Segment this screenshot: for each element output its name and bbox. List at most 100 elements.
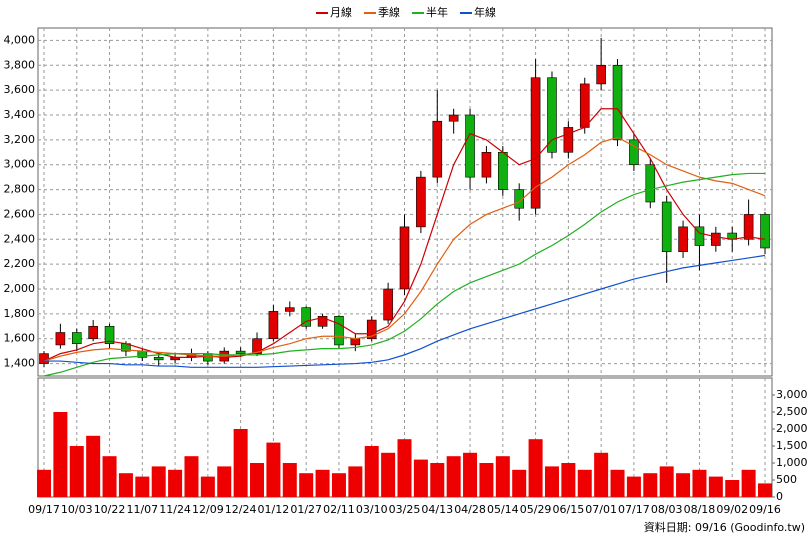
volume-bar xyxy=(315,469,330,497)
x-tick-label: 03/25 xyxy=(389,503,421,516)
candle-body xyxy=(88,325,98,340)
candle-body xyxy=(448,114,459,122)
ma-line xyxy=(44,254,766,368)
x-tick-label: 08/18 xyxy=(684,503,716,516)
volume-tick-label: 1,500 xyxy=(776,439,808,452)
candle-body xyxy=(268,311,279,340)
candle-body xyxy=(416,176,426,228)
y-tick-label: 1,800 xyxy=(4,307,36,320)
volume-bar xyxy=(430,463,445,497)
volume-bar xyxy=(594,452,609,497)
candle-body xyxy=(71,332,82,344)
candle-body xyxy=(39,353,49,364)
candle-body xyxy=(252,338,262,354)
volume-bar xyxy=(626,476,641,497)
volume-bar xyxy=(217,466,232,497)
volume-bar xyxy=(397,439,412,497)
candle-body xyxy=(399,226,410,290)
volume-bar xyxy=(741,469,756,497)
legend-label: 年線 xyxy=(474,5,496,19)
y-tick-label: 2,600 xyxy=(4,207,36,220)
volume-bar xyxy=(758,483,772,497)
candle-body xyxy=(530,77,541,209)
candle-body xyxy=(645,164,656,203)
x-tick-label: 12/24 xyxy=(225,503,257,516)
volume-bar xyxy=(151,466,166,497)
volume-tick-label: 2,500 xyxy=(776,405,808,418)
candle-body xyxy=(612,64,623,141)
x-tick-label: 01/27 xyxy=(290,503,322,516)
candle-body xyxy=(563,127,574,153)
volume-bar xyxy=(331,473,346,497)
legend-label: 季線 xyxy=(378,5,400,19)
volume-bar xyxy=(118,473,133,497)
footer: 資料日期: 09/16 (Goodinfo.tw) xyxy=(644,520,805,534)
volume-tick-label: 500 xyxy=(776,473,797,486)
y-tick-label: 4,000 xyxy=(4,33,36,46)
y-tick-label: 3,600 xyxy=(4,83,36,96)
candle-body xyxy=(629,139,639,166)
x-tick-label: 11/24 xyxy=(159,503,191,516)
candle-body xyxy=(55,332,66,346)
candle-body xyxy=(350,338,361,346)
candle-body xyxy=(317,316,328,327)
volume-tick-label: 1,000 xyxy=(776,456,808,469)
volume-tick-label: 0 xyxy=(776,490,783,503)
candle-body xyxy=(203,353,213,362)
volume-bar xyxy=(299,473,314,497)
x-tick-label: 04/13 xyxy=(421,503,453,516)
x-tick-label: 05/29 xyxy=(520,503,552,516)
volume-bar xyxy=(643,473,658,497)
volume-bar xyxy=(135,476,150,497)
volume-bar xyxy=(282,463,297,497)
volume-bar xyxy=(676,473,691,497)
x-tick-label: 11/07 xyxy=(126,503,158,516)
volume-bar xyxy=(446,456,461,497)
y-tick-label: 3,000 xyxy=(4,158,36,171)
x-tick-label: 01/12 xyxy=(258,503,290,516)
x-tick-label: 09/17 xyxy=(28,503,60,516)
y-tick-label: 2,800 xyxy=(4,183,36,196)
volume-bar xyxy=(168,469,183,497)
candle-body xyxy=(465,114,475,178)
volume-bar xyxy=(184,456,199,497)
volume-bar xyxy=(200,476,215,497)
x-tick-label: 04/28 xyxy=(454,503,486,516)
candle-body xyxy=(661,201,672,253)
volume-bar xyxy=(659,466,674,497)
candle-body xyxy=(743,214,754,240)
volume-bar xyxy=(512,469,527,497)
volume-tick-label: 3,000 xyxy=(776,388,808,401)
volume-bar xyxy=(463,452,478,497)
volume-bar xyxy=(495,456,510,497)
ma-line xyxy=(43,172,765,377)
x-tick-label: 06/15 xyxy=(553,503,585,516)
y-tick-label: 2,200 xyxy=(4,257,36,270)
volume-bar xyxy=(692,469,707,497)
legend-label: 月線 xyxy=(330,5,352,19)
volume-bar xyxy=(86,435,101,497)
x-tick-label: 09/16 xyxy=(749,503,781,516)
x-tick-label: 05/14 xyxy=(487,503,519,516)
legend-label: 半年 xyxy=(426,5,448,19)
volume-bar xyxy=(348,466,363,497)
volume-bar xyxy=(544,466,559,497)
candle-body xyxy=(596,64,606,85)
volume-bar xyxy=(561,463,576,497)
candle-body xyxy=(153,357,164,361)
candle-body xyxy=(498,151,508,190)
volume-bar xyxy=(233,429,248,497)
volume-bar xyxy=(725,480,740,497)
candle-body xyxy=(579,83,590,128)
candle-body xyxy=(711,232,721,246)
x-tick-label: 09/02 xyxy=(716,503,748,516)
x-tick-label: 08/03 xyxy=(651,503,683,516)
candle-body xyxy=(481,151,492,178)
x-tick-label: 02/11 xyxy=(323,503,355,516)
candle-body xyxy=(760,214,770,249)
candle-body xyxy=(514,189,525,209)
candle-body xyxy=(678,226,688,253)
volume-bar xyxy=(577,469,592,497)
volume-bar xyxy=(479,463,494,497)
